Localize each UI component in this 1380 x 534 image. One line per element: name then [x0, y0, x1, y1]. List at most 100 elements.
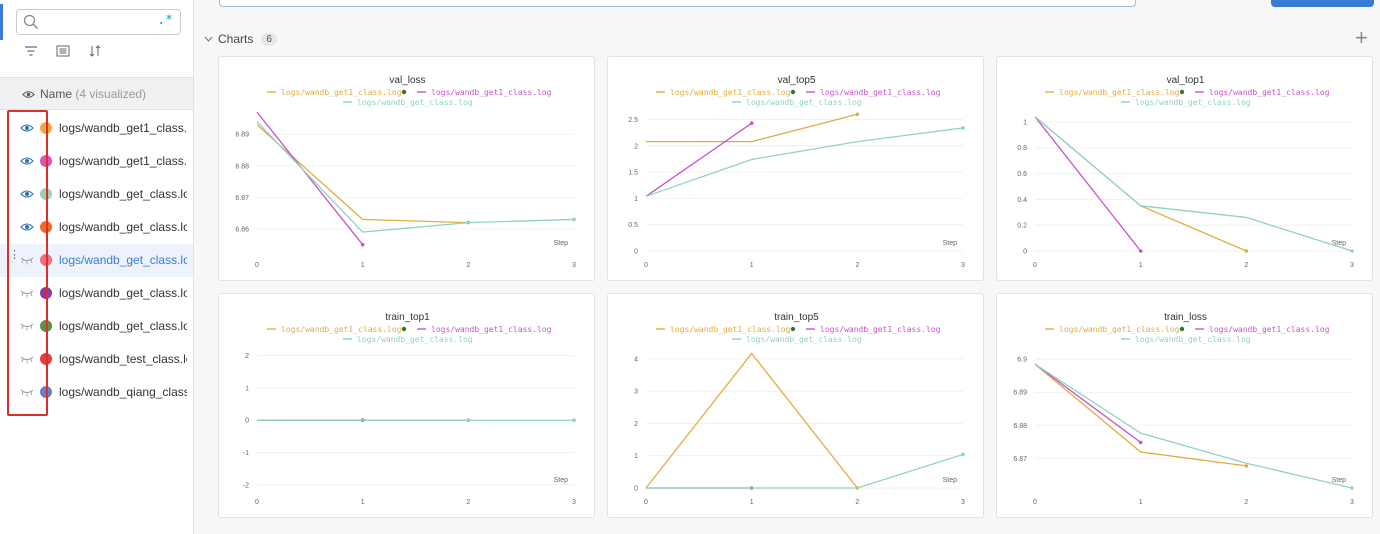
series-line[interactable]: [256, 124, 469, 224]
legend-item[interactable]: logs/wandb_get_class.log: [1121, 335, 1251, 344]
svg-text:logs/wandb_get_class.log: logs/wandb_get_class.log: [357, 335, 473, 344]
eye-icon[interactable]: [20, 156, 34, 166]
legend-item[interactable]: logs/wandb_get1_class.log: [1195, 325, 1330, 334]
series-line[interactable]: [645, 127, 964, 197]
run-name[interactable]: logs/wandb_test_class.log: [59, 352, 187, 366]
chevron-down-icon[interactable]: [204, 34, 214, 44]
legend-item[interactable]: logs/wandb_get1_class.log: [806, 88, 941, 97]
series-line[interactable]: [1034, 363, 1247, 467]
y-tick-label: -2: [243, 482, 249, 489]
chart-panel-train-top5[interactable]: train_top5 logs/wandb_get1_class.log logs/…: [607, 293, 984, 518]
y-tick-label: 0: [634, 249, 638, 256]
run-name[interactable]: logs/wandb_get1_class.log: [59, 121, 187, 135]
svg-text:logs/wandb_get1_class.log: logs/wandb_get1_class.log: [820, 325, 941, 334]
run-name[interactable]: logs/wandb_get_class.log: [59, 286, 187, 300]
eye-icon[interactable]: [20, 189, 34, 199]
legend-item[interactable]: logs/wandb_get_class.log: [1121, 98, 1251, 107]
legend-item[interactable]: logs/wandb_get_class.log: [732, 335, 862, 344]
run-row[interactable]: logs/wandb_get1_class.log: [0, 112, 193, 145]
add-panel-icon[interactable]: +: [1355, 25, 1368, 50]
search-input[interactable]: .*: [16, 9, 181, 35]
eye-icon[interactable]: [20, 222, 34, 232]
top-action-button[interactable]: [1271, 0, 1374, 7]
eye-icon[interactable]: [22, 90, 35, 99]
series-line[interactable]: [645, 122, 753, 197]
legend-item[interactable]: logs/wandb_get1_class.log: [656, 325, 796, 334]
legend-item[interactable]: logs/wandb_get1_class.log: [656, 88, 796, 97]
group-icon[interactable]: [54, 45, 72, 61]
svg-text:logs/wandb_get_class.log: logs/wandb_get_class.log: [746, 335, 862, 344]
regex-toggle-icon[interactable]: .*: [157, 13, 173, 28]
series-line[interactable]: [1034, 116, 1247, 252]
y-tick-label: 2: [634, 421, 638, 428]
x-tick-label: 3: [572, 262, 576, 269]
filter-icon[interactable]: [22, 45, 40, 61]
series-line[interactable]: [1034, 363, 1142, 443]
series-end-point: [572, 418, 576, 423]
series-line[interactable]: [646, 113, 858, 143]
series-line[interactable]: [645, 352, 858, 489]
x-tick-label: 2: [1244, 499, 1248, 506]
chart-panel-train-loss[interactable]: train_loss logs/wandb_get1_class.log logs/…: [996, 293, 1373, 518]
legend-item[interactable]: logs/wandb_get_class.log: [732, 98, 862, 107]
charts-section-header[interactable]: Charts 6: [204, 31, 277, 47]
legend-item[interactable]: logs/wandb_get1_class.log: [417, 88, 552, 97]
svg-text:logs/wandb_get1_class.log: logs/wandb_get1_class.log: [281, 325, 402, 334]
legend-item[interactable]: logs/wandb_get1_class.log: [267, 88, 407, 97]
eye-icon[interactable]: [20, 123, 34, 133]
x-axis-label: Step: [554, 477, 569, 484]
legend-item[interactable]: logs/wandb_get1_class.log: [806, 325, 941, 334]
run-name[interactable]: logs/wandb_get_class.log: [59, 220, 187, 234]
run-name[interactable]: logs/wandb_get_class.log: [59, 253, 187, 267]
legend-item[interactable]: logs/wandb_get1_class.log: [267, 325, 407, 334]
sidebar-active-indicator: [0, 4, 3, 40]
top-input-bar[interactable]: [219, 0, 1136, 7]
x-tick-label: 1: [361, 499, 365, 506]
legend-item[interactable]: logs/wandb_get1_class.log: [1195, 88, 1330, 97]
x-tick-label: 1: [750, 499, 754, 506]
series-line[interactable]: [1034, 116, 1353, 252]
eye-closed-icon[interactable]: [20, 387, 34, 397]
series-line[interactable]: [256, 111, 364, 246]
x-tick-label: 1: [1139, 499, 1143, 506]
run-row[interactable]: logs/wandb_get_class.log: [0, 178, 193, 211]
y-tick-label: 2: [245, 353, 249, 360]
series-line[interactable]: [646, 453, 964, 489]
svg-text:logs/wandb_get1_class.log: logs/wandb_get1_class.log: [431, 325, 552, 334]
legend-item[interactable]: logs/wandb_get1_class.log: [417, 325, 552, 334]
run-row[interactable]: ⋮ logs/wandb_get_class.log: [0, 244, 193, 277]
sort-icon[interactable]: [86, 45, 104, 61]
series-line[interactable]: [1034, 363, 1353, 489]
legend-item[interactable]: logs/wandb_get_class.log: [343, 335, 473, 344]
run-name[interactable]: logs/wandb_qiang_class.log: [59, 385, 187, 399]
series-line[interactable]: [1034, 116, 1142, 252]
section-title: Charts: [218, 32, 254, 46]
legend-item[interactable]: logs/wandb_get_class.log: [343, 98, 473, 107]
run-name[interactable]: logs/wandb_get_class.log: [59, 319, 187, 333]
run-row[interactable]: logs/wandb_test_class.log: [0, 343, 193, 376]
legend-marker: [790, 89, 796, 95]
legend-marker: [401, 326, 407, 332]
eye-closed-icon[interactable]: [20, 255, 34, 265]
eye-closed-icon[interactable]: [20, 288, 34, 298]
svg-text:logs/wandb_get1_class.log: logs/wandb_get1_class.log: [670, 325, 791, 334]
series-end-point: [855, 112, 860, 117]
eye-closed-icon[interactable]: [20, 321, 34, 331]
chart-panel-val-top5[interactable]: val_top5 logs/wandb_get1_class.log logs/wa…: [607, 56, 984, 281]
x-tick-label: 2: [466, 499, 470, 506]
legend-item[interactable]: logs/wandb_get1_class.log: [1045, 88, 1185, 97]
eye-closed-icon[interactable]: [20, 354, 34, 364]
legend-item[interactable]: logs/wandb_get1_class.log: [1045, 325, 1185, 334]
run-name[interactable]: logs/wandb_get_class.log: [59, 187, 187, 201]
chart-panel-val-loss[interactable]: val_loss logs/wandb_get1_class.log logs/wa…: [218, 56, 595, 281]
run-name[interactable]: logs/wandb_get1_class.log: [59, 154, 187, 168]
y-tick-label: 1: [634, 453, 638, 460]
x-tick-label: 3: [572, 499, 576, 506]
x-tick-label: 0: [1033, 499, 1037, 506]
chart-panel-val-top1[interactable]: val_top1 logs/wandb_get1_class.log logs/wa…: [996, 56, 1373, 281]
x-tick-label: 3: [961, 499, 965, 506]
chart-panel-train-top1[interactable]: train_top1 logs/wandb_get1_class.log logs/…: [218, 293, 595, 518]
name-column-header[interactable]: Name (4 visualized): [0, 77, 193, 110]
series-line[interactable]: [256, 121, 575, 233]
